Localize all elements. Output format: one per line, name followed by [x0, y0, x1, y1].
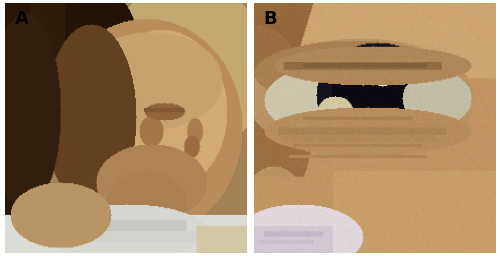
Text: A: A: [14, 10, 28, 28]
Text: B: B: [264, 10, 277, 28]
